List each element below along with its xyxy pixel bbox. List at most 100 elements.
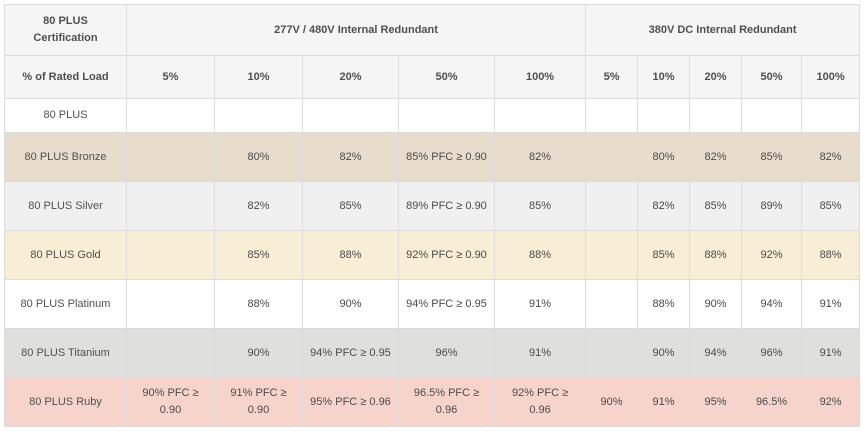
table-header: 80 PLUS Certification 277V / 480V Intern…: [4, 4, 861, 99]
dc-efficiency-cell: 82%: [801, 132, 861, 182]
certification-header: 80 PLUS Certification: [4, 4, 127, 56]
ac-efficiency-cell: [126, 279, 215, 329]
ac-efficiency-cell: [214, 98, 303, 133]
ac-efficiency-cell: 90%: [302, 279, 399, 329]
ac-efficiency-cell: 82%: [302, 132, 399, 182]
dc-efficiency-cell: [585, 132, 639, 182]
dc-efficiency-cell: 91%: [637, 377, 691, 427]
dc-efficiency-cell: 80%: [637, 132, 691, 182]
dc-efficiency-cell: 96.5%: [741, 377, 803, 427]
ac-efficiency-cell: 91%: [493, 328, 587, 378]
dc-efficiency-cell: 90%: [585, 377, 639, 427]
dc-load-header: 20%: [689, 55, 743, 99]
ac-efficiency-cell: 91%: [493, 279, 587, 329]
certification-name: 80 PLUS: [4, 98, 127, 133]
dc-efficiency-cell: 85%: [801, 181, 861, 231]
ac-efficiency-cell: [398, 98, 495, 133]
ac-efficiency-cell: [493, 98, 587, 133]
ac-efficiency-cell: 82%: [214, 181, 303, 231]
dc-efficiency-cell: 82%: [689, 132, 743, 182]
ac-efficiency-cell: [126, 230, 215, 280]
ac-load-header: 50%: [398, 55, 495, 99]
ac-efficiency-cell: 95% PFC ≥ 0.96: [302, 377, 399, 427]
dc-efficiency-cell: 96%: [741, 328, 803, 378]
ac-efficiency-cell: 90%: [214, 328, 303, 378]
dc-efficiency-cell: 95%: [689, 377, 743, 427]
certification-name: 80 PLUS Gold: [4, 230, 127, 280]
table-row: 80 PLUS Gold 85% 88% 92% PFC ≥ 0.90 88% 85% 88…: [4, 230, 861, 280]
dc-efficiency-cell: [585, 279, 639, 329]
dc-efficiency-cell: [801, 98, 861, 133]
header-row-loads: % of Rated Load 5% 10% 20% 50% 100% 5% 1…: [4, 55, 861, 99]
dc-load-header: 100%: [801, 55, 861, 99]
ac-efficiency-cell: 88%: [214, 279, 303, 329]
ac-efficiency-cell: 80%: [214, 132, 303, 182]
dc-efficiency-cell: 94%: [689, 328, 743, 378]
ac-efficiency-cell: 90% PFC ≥ 0.90: [126, 377, 215, 427]
ac-load-header: 100%: [493, 55, 587, 99]
dc-efficiency-cell: [689, 98, 743, 133]
dc-efficiency-cell: 85%: [637, 230, 691, 280]
ac-efficiency-cell: 96%: [398, 328, 495, 378]
ac-efficiency-cell: 94% PFC ≥ 0.95: [398, 279, 495, 329]
table-row: 80 PLUS Silver 82% 85% 89% PFC ≥ 0.90 85% 82%…: [4, 181, 861, 231]
ac-efficiency-cell: 85% PFC ≥ 0.90: [398, 132, 495, 182]
dc-efficiency-cell: [585, 328, 639, 378]
table-body: 80 PLUS 80 PLUS Bronze 80% 82% 85% PFC ≥ 0.9…: [4, 98, 861, 427]
dc-efficiency-cell: 91%: [801, 279, 861, 329]
ac-group-header: 277V / 480V Internal Redundant: [125, 4, 587, 56]
ac-load-header: 5%: [126, 55, 215, 99]
certification-name: 80 PLUS Ruby: [4, 377, 127, 427]
ac-efficiency-cell: 89% PFC ≥ 0.90: [398, 181, 495, 231]
certification-name: 80 PLUS Titanium: [4, 328, 127, 378]
dc-load-header: 50%: [741, 55, 803, 99]
ac-efficiency-cell: [126, 328, 215, 378]
ac-efficiency-cell: [126, 132, 215, 182]
ac-efficiency-cell: 96.5% PFC ≥ 0.96: [398, 377, 495, 427]
dc-efficiency-cell: [585, 181, 639, 231]
dc-efficiency-cell: 92%: [741, 230, 803, 280]
ac-efficiency-cell: 92% PFC ≥ 0.96: [493, 377, 587, 427]
dc-efficiency-cell: 88%: [801, 230, 861, 280]
dc-efficiency-cell: 85%: [741, 132, 803, 182]
rated-load-header: % of Rated Load: [4, 55, 127, 99]
dc-efficiency-cell: 88%: [637, 279, 691, 329]
ac-load-header: 10%: [214, 55, 303, 99]
ac-efficiency-cell: [302, 98, 399, 133]
dc-efficiency-cell: 88%: [689, 230, 743, 280]
efficiency-table: 80 PLUS Certification 277V / 480V Intern…: [4, 4, 861, 427]
table-row: 80 PLUS: [4, 98, 861, 133]
dc-efficiency-cell: 91%: [801, 328, 861, 378]
certification-name: 80 PLUS Silver: [4, 181, 127, 231]
ac-efficiency-cell: 85%: [302, 181, 399, 231]
ac-efficiency-cell: 85%: [493, 181, 587, 231]
ac-efficiency-cell: [126, 98, 215, 133]
ac-efficiency-cell: 91% PFC ≥ 0.90: [214, 377, 303, 427]
ac-efficiency-cell: 92% PFC ≥ 0.90: [398, 230, 495, 280]
dc-efficiency-cell: [637, 98, 691, 133]
table-row: 80 PLUS Ruby 90% PFC ≥ 0.90 91% PFC ≥ 0.90…: [4, 377, 861, 427]
dc-efficiency-cell: 85%: [689, 181, 743, 231]
dc-efficiency-cell: [585, 230, 639, 280]
efficiency-table-container: 80 PLUS Certification 277V / 480V Intern…: [4, 4, 861, 427]
dc-efficiency-cell: [585, 98, 639, 133]
certification-name: 80 PLUS Bronze: [4, 132, 127, 182]
ac-efficiency-cell: 82%: [493, 132, 587, 182]
dc-load-header: 5%: [585, 55, 639, 99]
dc-efficiency-cell: 94%: [741, 279, 803, 329]
dc-load-header: 10%: [637, 55, 691, 99]
dc-efficiency-cell: 92%: [801, 377, 861, 427]
ac-load-header: 20%: [302, 55, 399, 99]
certification-name: 80 PLUS Platinum: [4, 279, 127, 329]
dc-efficiency-cell: 89%: [741, 181, 803, 231]
header-row-groups: 80 PLUS Certification 277V / 480V Intern…: [4, 4, 861, 56]
dc-group-header: 380V DC Internal Redundant: [585, 4, 861, 56]
dc-efficiency-cell: 90%: [637, 328, 691, 378]
ac-efficiency-cell: 88%: [302, 230, 399, 280]
ac-efficiency-cell: 94% PFC ≥ 0.95: [302, 328, 399, 378]
ac-efficiency-cell: 85%: [214, 230, 303, 280]
ac-efficiency-cell: [126, 181, 215, 231]
table-row: 80 PLUS Platinum 88% 90% 94% PFC ≥ 0.95 91% 8…: [4, 279, 861, 329]
dc-efficiency-cell: [741, 98, 803, 133]
table-row: 80 PLUS Bronze 80% 82% 85% PFC ≥ 0.90 82% 80%…: [4, 132, 861, 182]
